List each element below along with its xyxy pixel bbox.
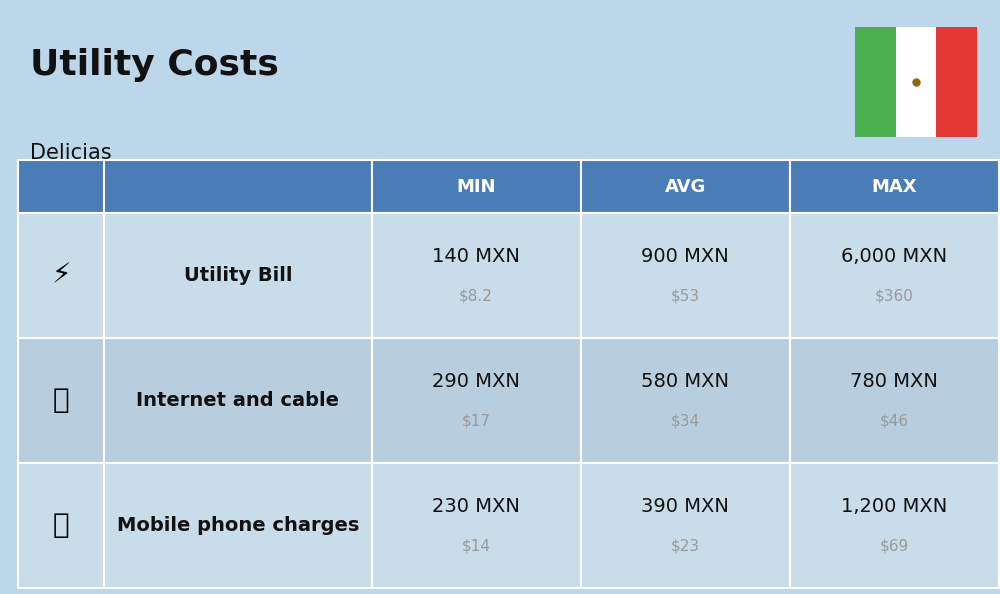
Text: MAX: MAX: [872, 178, 917, 195]
Text: $23: $23: [671, 539, 700, 554]
Text: MIN: MIN: [456, 178, 496, 195]
Text: $14: $14: [462, 539, 491, 554]
Text: AVG: AVG: [665, 178, 706, 195]
Bar: [855, 27, 896, 137]
Text: 900 MXN: 900 MXN: [641, 247, 729, 266]
Text: Delicias: Delicias: [30, 143, 112, 163]
Text: Mobile phone charges: Mobile phone charges: [117, 516, 359, 535]
Bar: [790, 213, 999, 338]
Bar: [936, 27, 977, 137]
Bar: [104, 338, 372, 463]
Text: 780 MXN: 780 MXN: [850, 372, 938, 391]
Bar: [581, 213, 790, 338]
Bar: [104, 463, 372, 588]
Text: 390 MXN: 390 MXN: [641, 497, 729, 516]
Text: $8.2: $8.2: [459, 289, 493, 304]
Text: 230 MXN: 230 MXN: [432, 497, 520, 516]
Bar: [372, 213, 581, 338]
Bar: [790, 463, 999, 588]
Bar: [581, 338, 790, 463]
Text: 📡: 📡: [53, 386, 70, 415]
Text: 140 MXN: 140 MXN: [432, 247, 520, 266]
Bar: [18, 160, 104, 213]
Text: $360: $360: [875, 289, 914, 304]
Bar: [104, 213, 372, 338]
Text: $34: $34: [671, 413, 700, 429]
Bar: [104, 160, 372, 213]
Bar: [581, 160, 790, 213]
Text: $46: $46: [880, 413, 909, 429]
Bar: [18, 338, 104, 463]
Bar: [790, 160, 999, 213]
Text: 📱: 📱: [53, 511, 70, 539]
Bar: [581, 463, 790, 588]
Text: 580 MXN: 580 MXN: [641, 372, 729, 391]
Bar: [372, 463, 581, 588]
Bar: [790, 338, 999, 463]
Text: Utility Bill: Utility Bill: [184, 266, 292, 285]
Text: 290 MXN: 290 MXN: [432, 372, 520, 391]
Text: $69: $69: [880, 539, 909, 554]
Text: Internet and cable: Internet and cable: [136, 391, 339, 410]
Text: 1,200 MXN: 1,200 MXN: [841, 497, 948, 516]
Text: Utility Costs: Utility Costs: [30, 48, 279, 81]
Text: 6,000 MXN: 6,000 MXN: [841, 247, 947, 266]
Bar: [372, 160, 581, 213]
Text: $17: $17: [462, 413, 491, 429]
Text: $53: $53: [671, 289, 700, 304]
Bar: [372, 338, 581, 463]
Text: ⚡: ⚡: [51, 261, 71, 289]
Bar: [896, 27, 936, 137]
Bar: [18, 463, 104, 588]
Bar: [18, 213, 104, 338]
